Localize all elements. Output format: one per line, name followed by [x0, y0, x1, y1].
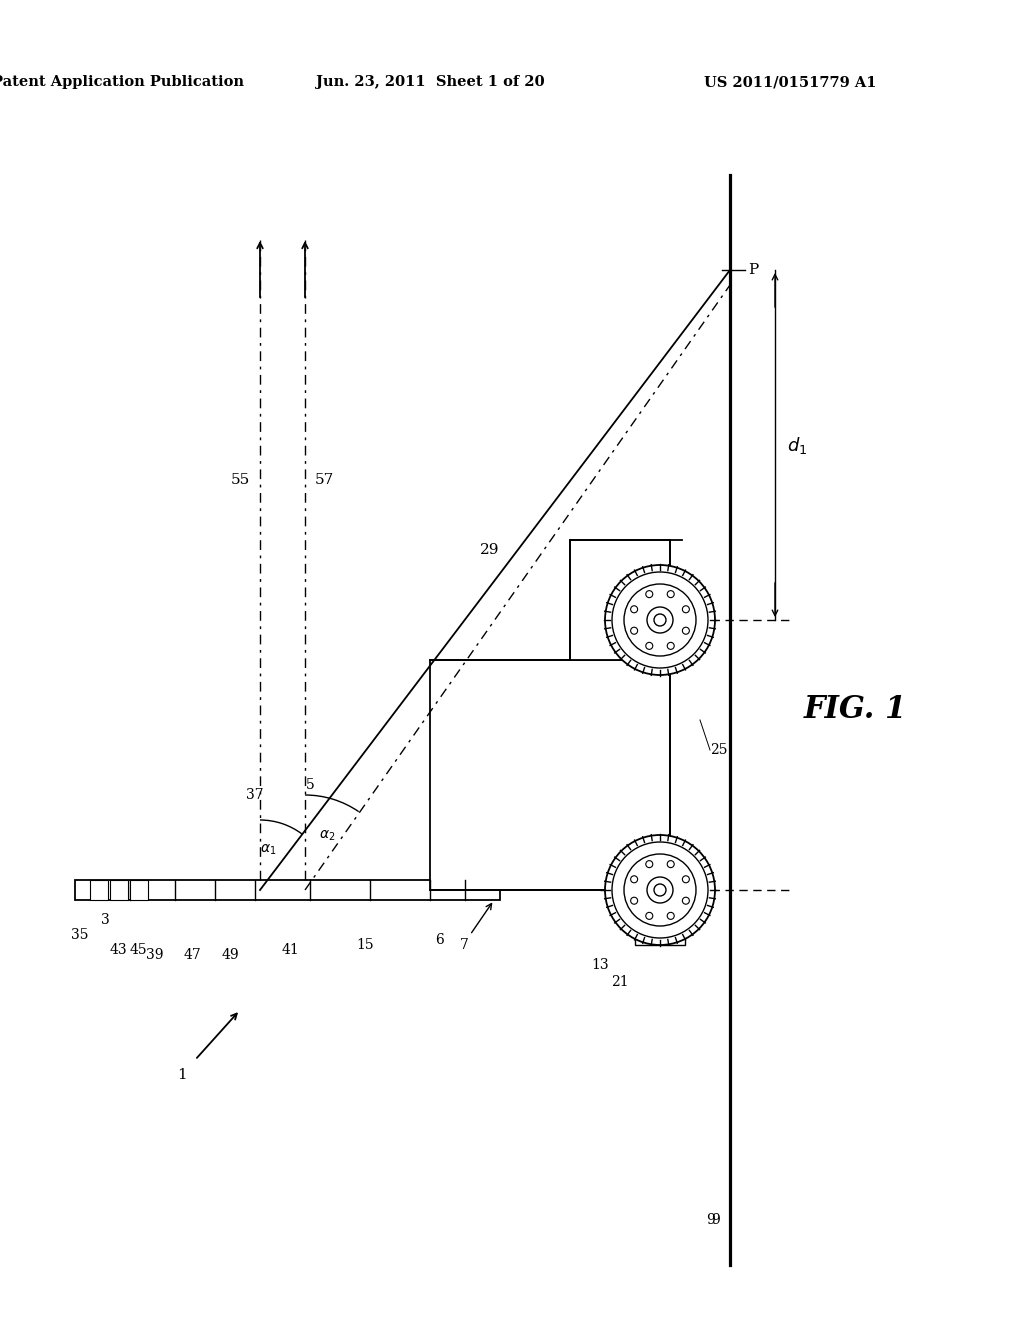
Circle shape	[647, 876, 673, 903]
Circle shape	[654, 614, 666, 626]
Circle shape	[646, 861, 652, 867]
Text: 25: 25	[710, 743, 727, 756]
Circle shape	[612, 572, 708, 668]
Text: 45: 45	[129, 942, 146, 957]
Text: $\alpha_2$: $\alpha_2$	[318, 829, 335, 842]
Circle shape	[631, 627, 638, 634]
Text: US 2011/0151779 A1: US 2011/0151779 A1	[703, 75, 877, 88]
Text: 49: 49	[221, 948, 239, 962]
Circle shape	[631, 875, 638, 883]
Circle shape	[647, 607, 673, 634]
Text: 19: 19	[602, 558, 620, 572]
Text: P: P	[748, 263, 758, 277]
Bar	[90, 880, 108, 900]
Circle shape	[682, 627, 689, 634]
Text: 57: 57	[315, 473, 334, 487]
Text: 6: 6	[435, 933, 444, 946]
Circle shape	[646, 643, 652, 649]
Circle shape	[682, 898, 689, 904]
Text: 13: 13	[591, 958, 609, 972]
Bar	[635, 895, 685, 945]
Bar	[75, 880, 500, 900]
Text: $d_1$: $d_1$	[787, 434, 807, 455]
Text: 9: 9	[707, 1213, 715, 1228]
Circle shape	[631, 898, 638, 904]
Text: 47: 47	[183, 948, 201, 962]
Text: $\alpha_1$: $\alpha_1$	[260, 843, 276, 858]
Text: 7: 7	[460, 939, 468, 952]
Text: 1: 1	[177, 1068, 186, 1082]
Circle shape	[682, 875, 689, 883]
Text: 17: 17	[490, 793, 508, 807]
Circle shape	[605, 836, 715, 945]
Circle shape	[646, 590, 652, 598]
Text: 15: 15	[356, 939, 374, 952]
Text: 39: 39	[146, 948, 164, 962]
Text: 5: 5	[305, 777, 314, 792]
Bar	[570, 540, 670, 660]
Text: 13: 13	[588, 543, 605, 557]
Circle shape	[668, 643, 674, 649]
Text: 50: 50	[492, 863, 509, 876]
Circle shape	[624, 583, 696, 656]
Circle shape	[631, 606, 638, 612]
Circle shape	[612, 842, 708, 939]
Text: FIG. 1: FIG. 1	[804, 694, 906, 726]
Circle shape	[624, 854, 696, 927]
Bar	[110, 880, 128, 900]
Text: Patent Application Publication: Patent Application Publication	[0, 75, 244, 88]
Circle shape	[605, 565, 715, 675]
Text: Jun. 23, 2011  Sheet 1 of 20: Jun. 23, 2011 Sheet 1 of 20	[315, 75, 545, 88]
Text: 43: 43	[110, 942, 127, 957]
Text: 37: 37	[246, 788, 264, 803]
Text: 3: 3	[100, 913, 110, 927]
Bar	[130, 880, 148, 900]
Text: 21: 21	[611, 975, 629, 989]
Bar	[430, 660, 670, 890]
Text: 55: 55	[230, 473, 250, 487]
Circle shape	[682, 606, 689, 612]
Circle shape	[654, 884, 666, 896]
Text: 41: 41	[282, 942, 299, 957]
Circle shape	[646, 912, 652, 919]
Circle shape	[668, 590, 674, 598]
Text: 35: 35	[72, 928, 89, 942]
Text: 9: 9	[711, 1213, 720, 1228]
Circle shape	[668, 861, 674, 867]
Circle shape	[668, 912, 674, 919]
Text: 11: 11	[505, 733, 522, 747]
Text: 29: 29	[480, 543, 500, 557]
